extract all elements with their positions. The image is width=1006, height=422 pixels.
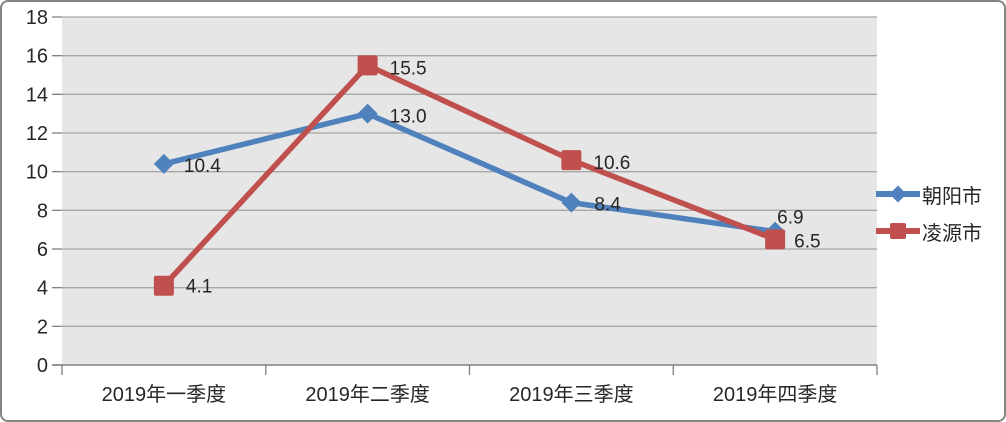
legend-sample-1 (876, 220, 920, 242)
y-axis-label: 16 (26, 46, 48, 68)
y-axis-label: 10 (26, 162, 48, 184)
data-label: 13.0 (390, 107, 427, 128)
data-point-marker[interactable] (561, 150, 582, 171)
y-axis-label: 8 (37, 200, 48, 222)
series-line[interactable] (161, 110, 778, 235)
y-axis-label: 18 (26, 7, 48, 29)
data-label: 15.5 (390, 58, 427, 79)
y-axis-label: 0 (37, 355, 48, 377)
y-axis-label: 6 (37, 239, 48, 261)
x-axis-label: 2019年三季度 (509, 383, 634, 406)
x-axis-label: 2019年四季度 (713, 383, 838, 406)
x-axis-label: 2019年二季度 (305, 383, 430, 406)
legend-label: 朝阳市 (922, 185, 982, 208)
data-label: 8.4 (594, 195, 621, 216)
data-label: 4.1 (186, 277, 212, 298)
x-axis-label: 2019年一季度 (102, 383, 227, 406)
data-label: 10.4 (184, 156, 221, 177)
data-label: 10.6 (593, 153, 630, 174)
legend-sample-0 (876, 183, 920, 205)
legend-label: 凌源市 (922, 222, 982, 245)
legend-item-series-0[interactable]: 朝阳市 (876, 181, 982, 208)
y-axis-label: 2 (37, 316, 48, 338)
data-label: 6.9 (777, 208, 803, 229)
legend-diamond-marker-icon (889, 185, 907, 203)
legend-item-series-1[interactable]: 凌源市 (876, 218, 982, 245)
data-point-marker[interactable] (153, 153, 174, 174)
data-label: 6.5 (794, 231, 820, 252)
legend-square-marker-icon (890, 223, 906, 239)
y-axis-label: 14 (26, 84, 48, 106)
y-axis-label: 12 (26, 123, 48, 145)
data-point-marker[interactable] (357, 55, 378, 76)
data-point-marker[interactable] (357, 103, 378, 124)
chart-legend: 朝阳市 凌源市 (876, 181, 982, 245)
data-point-marker[interactable] (153, 275, 174, 296)
series-line[interactable] (161, 62, 778, 289)
data-point-marker[interactable] (765, 229, 786, 250)
data-point-marker[interactable] (561, 192, 582, 213)
plot-area (62, 17, 877, 365)
y-axis-label: 4 (37, 278, 48, 300)
